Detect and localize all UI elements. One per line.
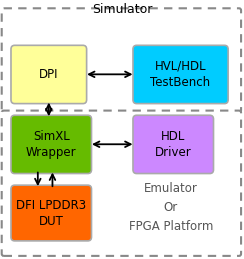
FancyBboxPatch shape — [2, 111, 241, 256]
FancyBboxPatch shape — [133, 45, 228, 104]
Text: HDL
Driver: HDL Driver — [155, 130, 192, 159]
Text: SimXL
Wrapper: SimXL Wrapper — [26, 130, 77, 159]
Text: DPI: DPI — [39, 68, 59, 81]
Text: Simulator: Simulator — [92, 3, 152, 16]
Text: Emulator
Or
FPGA Platform: Emulator Or FPGA Platform — [129, 182, 213, 233]
Text: HVL/HDL
TestBench: HVL/HDL TestBench — [151, 60, 211, 89]
FancyBboxPatch shape — [11, 45, 87, 104]
FancyBboxPatch shape — [133, 115, 214, 174]
Text: DFI LPDDR3
DUT: DFI LPDDR3 DUT — [16, 199, 86, 227]
FancyBboxPatch shape — [11, 185, 92, 241]
FancyBboxPatch shape — [2, 8, 241, 112]
FancyBboxPatch shape — [11, 115, 92, 174]
